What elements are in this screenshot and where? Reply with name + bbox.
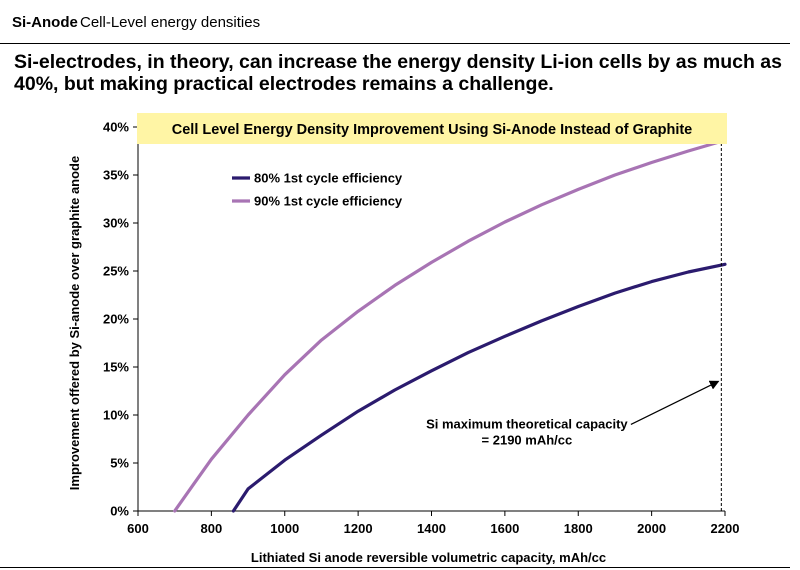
x-tick-label: 1600 [490,521,519,536]
section-label: Si-Anode [12,14,78,31]
x-tick-label: 2200 [711,521,740,536]
x-tick-label: 800 [201,521,223,536]
y-tick-label: 35% [103,168,129,183]
y-axis-title: Improvement offered by Si-anode over gra… [67,156,82,490]
legend-label-1: 80% 1st cycle efficiency [254,171,403,186]
annotation-label-line-2: = 2190 mAh/cc [482,432,573,447]
x-tick-label: 1200 [344,521,373,536]
legend-label-2: 90% 1st cycle efficiency [254,194,403,209]
y-tick-label: 25% [103,264,129,279]
subsection-label: Cell-Level energy densities [80,14,261,31]
chart-title-box [137,113,727,144]
y-tick-label: 30% [103,216,129,231]
y-tick-label: 15% [103,360,129,375]
slide-headline: Si-electrodes, in theory, can increase t… [14,51,782,95]
x-tick-label: 2000 [637,521,666,536]
x-tick-label: 600 [127,521,149,536]
series-line-2 [173,139,723,513]
y-tick-label: 0% [110,504,129,519]
x-tick-label: 1800 [564,521,593,536]
y-tick-label: 20% [103,312,129,327]
header-divider [0,43,790,44]
x-tick-label: 1400 [417,521,446,536]
slide-header: Si-Anode Cell-Level energy densities [0,0,800,44]
y-tick-label: 40% [103,120,129,135]
chart-title: Cell Level Energy Density Improvement Us… [172,122,693,138]
annotation-label-line-1: Si maximum theoretical capacity [426,416,628,431]
annotation-arrow [630,380,720,425]
y-tick-label: 5% [110,456,129,471]
y-tick-label: 10% [103,408,129,423]
x-tick-label: 1000 [270,521,299,536]
x-axis-title: Lithiated Si anode reversible volumetric… [251,550,606,565]
series-line-1 [231,262,727,513]
footer-divider [0,567,790,568]
